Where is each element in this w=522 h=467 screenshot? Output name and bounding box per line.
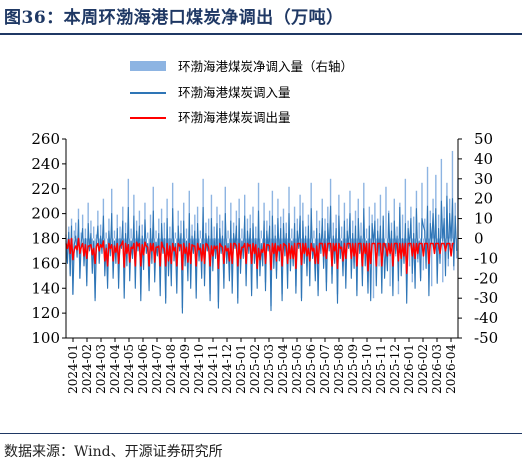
x-tick-label: 2024-05 bbox=[122, 344, 136, 394]
left-tick-label: 240 bbox=[31, 155, 60, 173]
left-tick-label: 220 bbox=[31, 180, 60, 198]
x-tick-label: 2024-03 bbox=[94, 344, 108, 394]
right-tick-label: -40 bbox=[474, 309, 498, 327]
x-tick-label: 2025-07 bbox=[318, 344, 332, 394]
right-tick-label: -30 bbox=[474, 289, 498, 307]
right-tick-label: 20 bbox=[474, 190, 493, 208]
x-tick-label: 2024-06 bbox=[136, 344, 150, 394]
source-rule bbox=[0, 433, 522, 434]
legend-label-out: 环渤海港煤炭调出量 bbox=[178, 110, 291, 125]
x-tick-label: 2024-12 bbox=[220, 344, 234, 394]
left-tick-label: 260 bbox=[31, 130, 60, 148]
x-tick-label: 2025-12 bbox=[388, 344, 402, 394]
left-tick-label: 200 bbox=[31, 205, 60, 223]
x-tick-label: 2024-08 bbox=[164, 344, 178, 394]
x-tick-label: 2026-01 bbox=[402, 344, 416, 394]
x-tick-label: 2024-02 bbox=[80, 344, 94, 394]
right-tick-label: 10 bbox=[474, 210, 493, 228]
chart-svg: 环渤海港煤炭净调入量（右轴） 环渤海港煤炭调入量 环渤海港煤炭调出量 10012… bbox=[31, 59, 498, 394]
x-tick-label: 2025-08 bbox=[332, 344, 346, 394]
right-tick-label: -50 bbox=[474, 329, 498, 347]
x-tick-label: 2025-04 bbox=[276, 344, 290, 394]
x-tick-label: 2026-02 bbox=[416, 344, 430, 394]
axes: 100120140160180200220240260-50-40-30-20-… bbox=[31, 130, 498, 394]
right-tick-label: 0 bbox=[474, 230, 484, 248]
series-out bbox=[65, 237, 454, 275]
x-tick-label: 2025-10 bbox=[360, 344, 374, 394]
x-tick-label: 2024-09 bbox=[178, 344, 192, 394]
right-tick-label: -10 bbox=[474, 249, 498, 267]
x-tick-label: 2025-09 bbox=[346, 344, 360, 394]
x-tick-label: 2025-01 bbox=[234, 344, 248, 394]
left-tick-label: 100 bbox=[31, 329, 60, 347]
right-tick-label: 30 bbox=[474, 170, 493, 188]
x-tick-label: 2024-04 bbox=[108, 344, 122, 394]
x-tick-label: 2024-10 bbox=[192, 344, 206, 394]
right-tick-label: -20 bbox=[474, 269, 498, 287]
plot-area bbox=[65, 150, 459, 314]
source-note: 数据来源：Wind、开源证券研究所 bbox=[4, 444, 223, 460]
left-tick-label: 160 bbox=[31, 254, 60, 272]
figure-title: 图36：本周环渤海港口煤炭净调出（万吨） bbox=[4, 8, 344, 28]
x-tick-label: 2025-02 bbox=[248, 344, 262, 394]
x-tick-label: 2025-11 bbox=[374, 344, 388, 394]
right-tick-label: 40 bbox=[474, 150, 493, 168]
x-tick-label: 2024-07 bbox=[150, 344, 164, 394]
title-rule bbox=[0, 33, 522, 35]
x-tick-label: 2025-06 bbox=[304, 344, 318, 394]
legend-label-in: 环渤海港煤炭调入量 bbox=[178, 85, 291, 100]
left-tick-label: 180 bbox=[31, 230, 60, 248]
series-in bbox=[65, 195, 458, 314]
left-tick-label: 140 bbox=[31, 279, 60, 297]
left-tick-label: 120 bbox=[31, 304, 60, 322]
x-tick-label: 2025-03 bbox=[262, 344, 276, 394]
right-tick-label: 50 bbox=[474, 130, 493, 148]
x-tick-label: 2025-05 bbox=[290, 344, 304, 394]
x-tick-label: 2024-01 bbox=[66, 344, 80, 394]
legend: 环渤海港煤炭净调入量（右轴） 环渤海港煤炭调入量 环渤海港煤炭调出量 bbox=[130, 59, 353, 125]
legend-swatch-net bbox=[130, 61, 166, 71]
x-tick-label: 2024-11 bbox=[206, 344, 220, 394]
x-tick-label: 2026-04 bbox=[444, 344, 458, 394]
x-tick-label: 2026-03 bbox=[430, 344, 444, 394]
legend-label-net: 环渤海港煤炭净调入量（右轴） bbox=[178, 59, 353, 74]
